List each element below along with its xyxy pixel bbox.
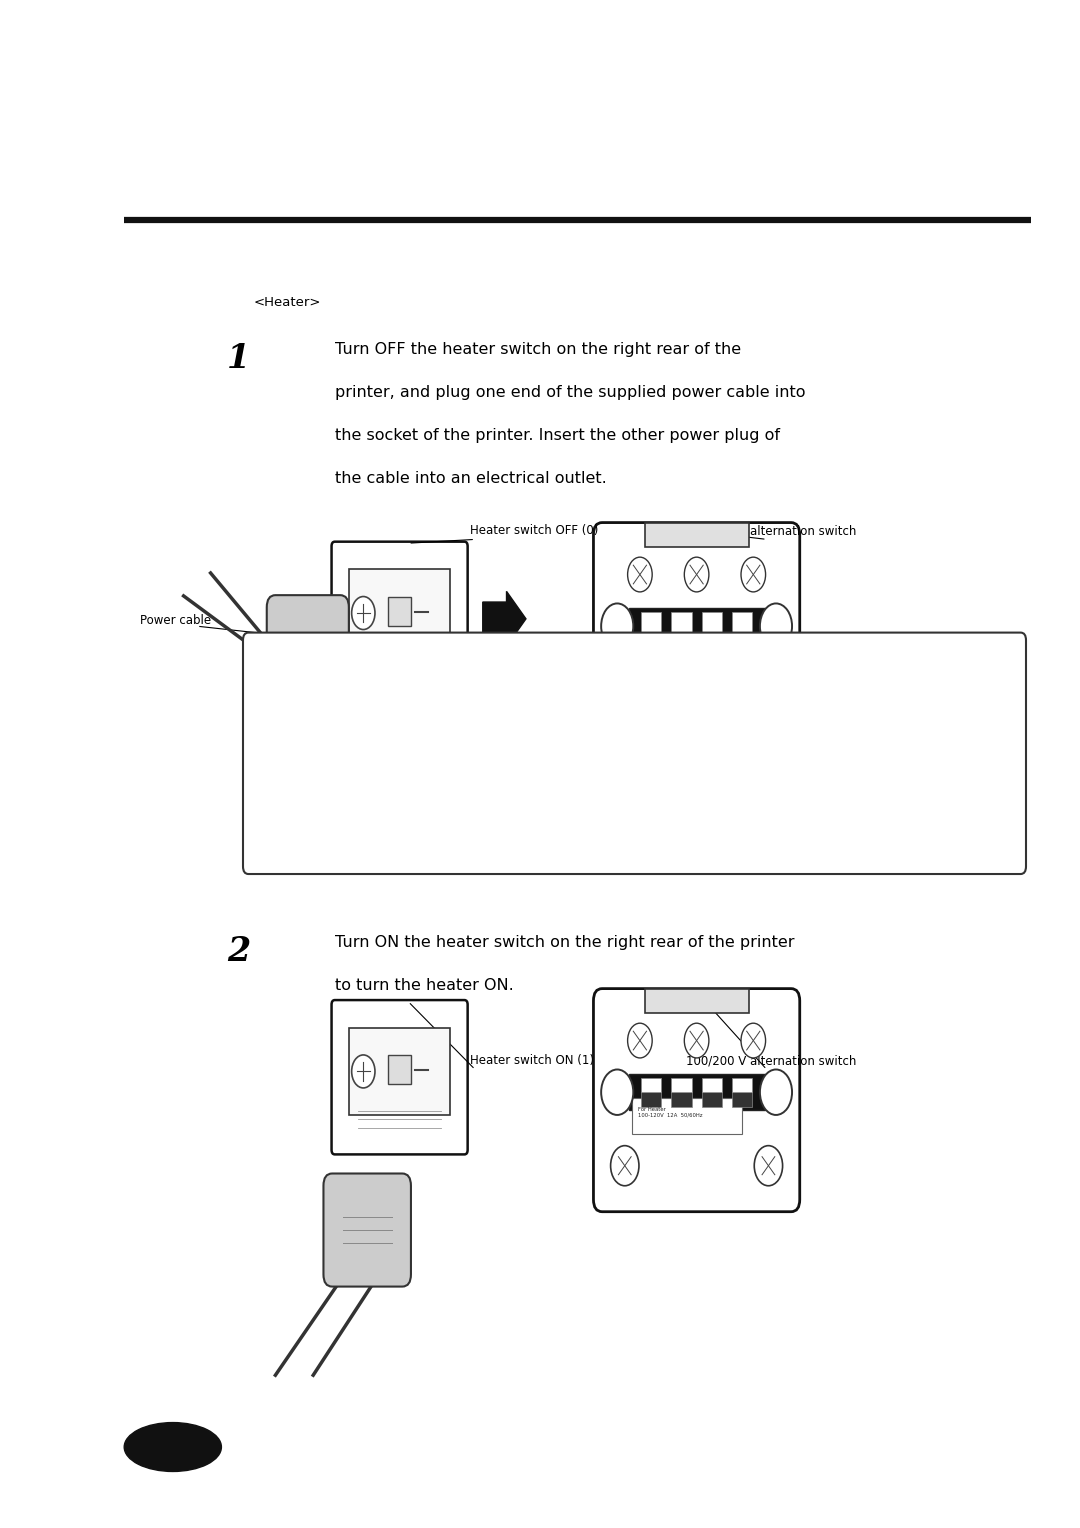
FancyBboxPatch shape — [642, 1077, 661, 1093]
FancyBboxPatch shape — [594, 989, 799, 1212]
FancyBboxPatch shape — [594, 523, 799, 746]
Circle shape — [602, 1070, 633, 1115]
FancyBboxPatch shape — [388, 597, 411, 626]
Text: Heater switch OFF (0): Heater switch OFF (0) — [470, 524, 598, 538]
FancyBboxPatch shape — [732, 1093, 752, 1106]
FancyBboxPatch shape — [702, 1093, 721, 1106]
FancyBboxPatch shape — [349, 1028, 450, 1115]
Text: - Do not use the other power cable than specified in this printer.: - Do not use the other power cable than … — [268, 704, 708, 718]
Text: to turn the heater ON.: to turn the heater ON. — [335, 978, 514, 993]
Circle shape — [741, 558, 766, 591]
Circle shape — [741, 1024, 766, 1057]
FancyBboxPatch shape — [642, 1093, 661, 1106]
Text: For Heater
100-120V  12A  50/60Hz: For Heater 100-120V 12A 50/60Hz — [638, 642, 702, 652]
Circle shape — [627, 1024, 652, 1057]
Text: printer, and plug one end of the supplied power cable into: printer, and plug one end of the supplie… — [335, 385, 806, 400]
Text: 1: 1 — [227, 342, 251, 376]
Text: Power cable: Power cable — [140, 614, 212, 628]
FancyBboxPatch shape — [349, 570, 450, 657]
FancyBboxPatch shape — [633, 1099, 742, 1134]
FancyBboxPatch shape — [629, 1074, 765, 1109]
Text: 2: 2 — [227, 935, 251, 969]
Circle shape — [352, 1054, 375, 1088]
Text: For Heater
100-120V  12A  50/60Hz: For Heater 100-120V 12A 50/60Hz — [638, 1108, 702, 1118]
FancyBboxPatch shape — [629, 608, 765, 645]
FancyBboxPatch shape — [243, 633, 1026, 874]
Circle shape — [754, 680, 783, 720]
FancyBboxPatch shape — [732, 611, 752, 640]
Circle shape — [760, 604, 792, 649]
FancyBboxPatch shape — [645, 989, 748, 1013]
Text: Turn OFF the heater switch on the right rear of the: Turn OFF the heater switch on the right … — [335, 342, 741, 358]
FancyBboxPatch shape — [672, 1077, 691, 1093]
FancyBboxPatch shape — [267, 594, 349, 703]
FancyBboxPatch shape — [672, 1093, 691, 1106]
Text: NOTE: NOTE — [268, 656, 319, 674]
FancyBboxPatch shape — [642, 611, 661, 640]
Circle shape — [754, 1146, 783, 1186]
Text: - Verify that the supplied power cable meets the local AC power: - Verify that the supplied power cable m… — [268, 744, 705, 758]
Text: the cable into an electrical outlet.: the cable into an electrical outlet. — [335, 471, 607, 486]
Text: Power socket: Power socket — [383, 733, 461, 747]
Text: Turn ON the heater switch on the right rear of the printer: Turn ON the heater switch on the right r… — [335, 935, 794, 950]
FancyBboxPatch shape — [332, 542, 468, 697]
FancyBboxPatch shape — [645, 523, 748, 547]
Circle shape — [610, 680, 639, 720]
Text: 100/200 V alternation switch: 100/200 V alternation switch — [686, 524, 856, 538]
FancyBboxPatch shape — [702, 611, 721, 640]
Ellipse shape — [124, 1423, 221, 1471]
Text: the local AC power supply specifications.: the local AC power supply specifications… — [268, 847, 556, 860]
Text: 2-8: 2-8 — [159, 1427, 187, 1442]
Circle shape — [685, 1024, 708, 1057]
Circle shape — [602, 604, 633, 649]
Circle shape — [352, 596, 375, 630]
FancyBboxPatch shape — [388, 1056, 411, 1085]
Text: <Heater>: <Heater> — [254, 296, 322, 310]
Circle shape — [627, 558, 652, 591]
Text: supply specifications.: supply specifications. — [268, 779, 423, 793]
Text: Heater switch ON (1): Heater switch ON (1) — [470, 1054, 594, 1068]
Text: 100/200 V alternation switch: 100/200 V alternation switch — [686, 1054, 856, 1068]
Circle shape — [685, 558, 708, 591]
FancyBboxPatch shape — [324, 1174, 410, 1287]
Circle shape — [760, 1070, 792, 1115]
FancyBboxPatch shape — [672, 611, 691, 640]
FancyBboxPatch shape — [702, 1077, 721, 1093]
FancyBboxPatch shape — [332, 999, 468, 1155]
FancyArrow shape — [483, 591, 526, 646]
Circle shape — [610, 1146, 639, 1186]
Text: - Verify that the 100 / 200 V alternation switch settings meets: - Verify that the 100 / 200 V alternatio… — [268, 811, 692, 825]
FancyBboxPatch shape — [732, 1077, 752, 1093]
Text: the socket of the printer. Insert the other power plug of: the socket of the printer. Insert the ot… — [335, 428, 780, 443]
FancyBboxPatch shape — [633, 633, 742, 668]
